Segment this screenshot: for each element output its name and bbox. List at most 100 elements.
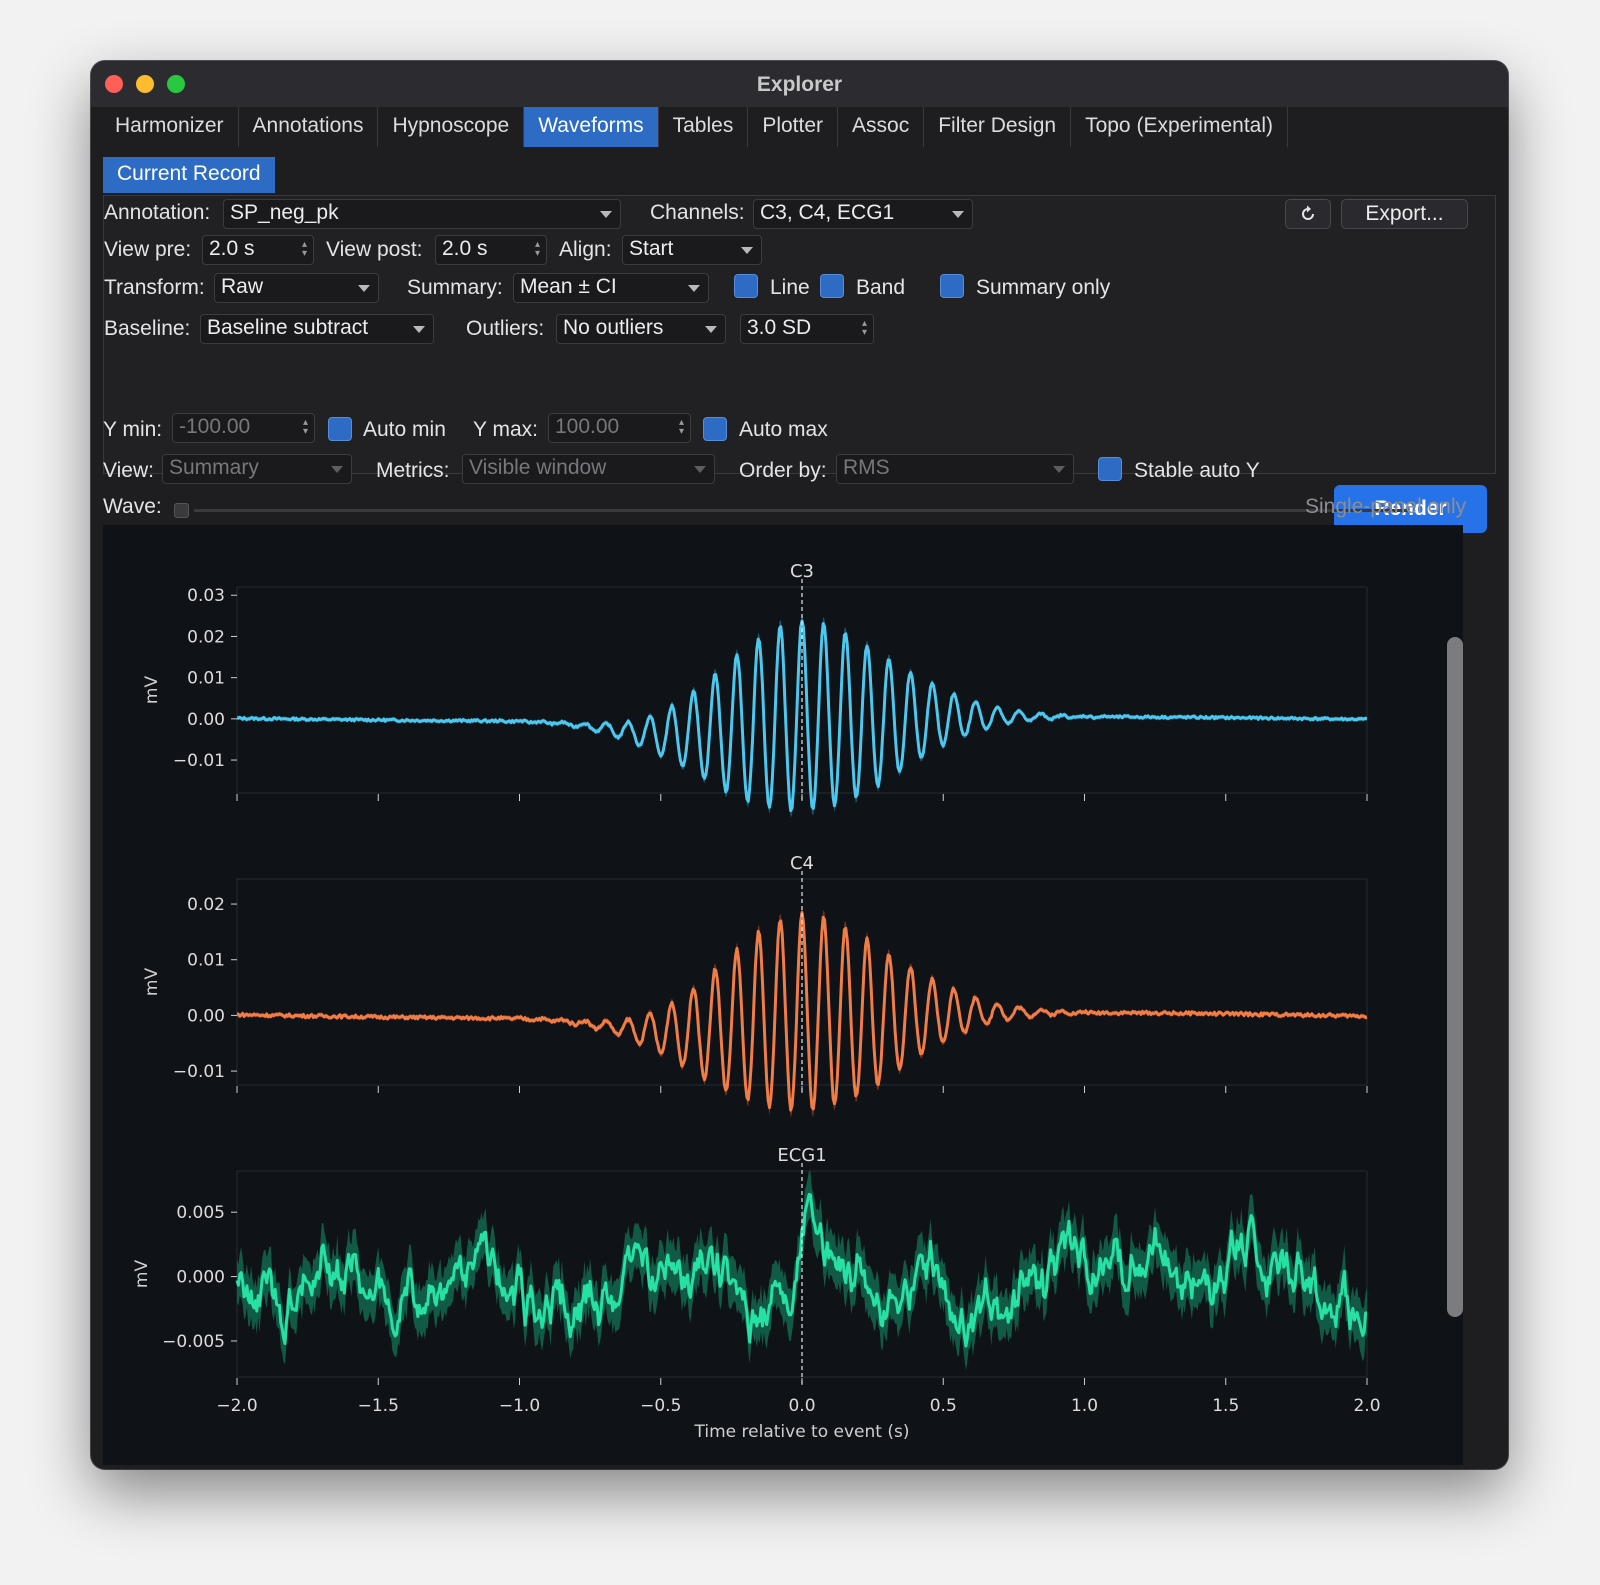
ymax-label: Y max: <box>473 418 538 441</box>
annotation-select[interactable]: SP_neg_pk <box>223 199 621 229</box>
summary-label: Summary: <box>407 276 503 299</box>
line-checkbox[interactable] <box>734 274 758 298</box>
ymax-value: 100.00 <box>555 415 620 438</box>
chevron-down-icon <box>1053 466 1065 473</box>
metrics-label: Metrics: <box>376 459 450 482</box>
auto-min-checkbox[interactable] <box>328 417 352 441</box>
x-tick-label: 2.0 <box>1353 1396 1380 1416</box>
spinner-arrows-icon: ▴ ▾ <box>302 417 308 437</box>
spinner-arrows-icon: ▴ ▾ <box>861 318 867 338</box>
waveform-chart: C3 mV 0.03 0.02 0.01 0.00 −0.01 C4 mV 0.02 0.01 0.0… <box>132 561 1381 1442</box>
x-tick-label: −2.0 <box>216 1396 257 1416</box>
plot-scrollbar[interactable] <box>1447 637 1463 1317</box>
channels-select[interactable]: C3, C4, ECG1 <box>753 199 973 229</box>
auto-max-checkbox[interactable] <box>703 417 727 441</box>
auto-max-label: Auto max <box>739 418 828 441</box>
ymax-spinbox[interactable]: 100.00 ▴ ▾ <box>548 413 691 443</box>
view-label: View: <box>103 459 154 482</box>
tab-waveforms[interactable]: Waveforms <box>524 107 659 147</box>
x-tick-label: −0.5 <box>640 1396 681 1416</box>
ecg1-title: ECG1 <box>777 1145 826 1166</box>
metrics-select[interactable]: Visible window <box>462 454 715 484</box>
chevron-down-icon <box>413 326 425 333</box>
transform-select[interactable]: Raw <box>214 273 379 303</box>
chevron-down-icon <box>741 247 753 254</box>
outliers-select[interactable]: No outliers <box>556 314 726 344</box>
wave-slider-track[interactable] <box>194 509 1409 512</box>
x-tick-label: −1.0 <box>499 1396 540 1416</box>
transform-label: Transform: <box>104 276 205 299</box>
tab-annotations[interactable]: Annotations <box>239 107 379 147</box>
outliers-value: No outliers <box>563 316 664 339</box>
auto-min-label: Auto min <box>363 418 446 441</box>
ymin-value: -100.00 <box>179 415 251 438</box>
align-value: Start <box>629 237 674 260</box>
baseline-label: Baseline: <box>104 317 191 340</box>
view-pre-spinbox[interactable]: 2.0 s ▴ ▾ <box>202 235 314 265</box>
ecg1-ytick-label: 0.000 <box>176 1268 225 1288</box>
waveform-plot-area: C3 mV 0.03 0.02 0.01 0.00 −0.01 C4 mV 0.02 0.01 0.0… <box>103 525 1463 1465</box>
view-post-label: View post: <box>326 238 423 261</box>
minimize-window-button[interactable] <box>136 75 154 93</box>
close-window-button[interactable] <box>105 75 123 93</box>
chevron-down-icon <box>688 285 700 292</box>
tab-hypnoscope[interactable]: Hypnoscope <box>378 107 525 147</box>
wave-slider-handle[interactable] <box>174 503 189 518</box>
view-select[interactable]: Summary <box>162 454 352 484</box>
wave-label: Wave: <box>103 495 162 518</box>
spinner-arrows-icon: ▴ ▾ <box>301 239 307 259</box>
tab-tables[interactable]: Tables <box>659 107 749 147</box>
summary-select[interactable]: Mean ± CI <box>513 273 709 303</box>
order-by-select[interactable]: RMS <box>836 454 1074 484</box>
outlier-sd-spinbox[interactable]: 3.0 SD ▴ ▾ <box>740 314 874 344</box>
window-title: Explorer <box>756 73 843 96</box>
ymin-spinbox[interactable]: -100.00 ▴ ▾ <box>172 413 315 443</box>
stable-auto-y-label: Stable auto Y <box>1134 459 1260 482</box>
spinner-arrows-icon: ▴ ▾ <box>534 239 540 259</box>
title-bar: Explorer <box>91 61 1508 107</box>
tab-topo-experimental[interactable]: Topo (Experimental) <box>1071 107 1288 147</box>
summary-only-checkbox[interactable] <box>940 274 964 298</box>
tab-assoc[interactable]: Assoc <box>838 107 925 147</box>
baseline-select[interactable]: Baseline subtract <box>200 314 434 344</box>
order-by-label: Order by: <box>739 459 827 482</box>
x-tick-label: 1.5 <box>1212 1396 1239 1416</box>
view-post-spinbox[interactable]: 2.0 s ▴ ▾ <box>435 235 547 265</box>
c3-ylabel: mV <box>142 676 162 705</box>
chevron-down-icon <box>331 466 343 473</box>
summary-value: Mean ± CI <box>520 275 617 298</box>
view-value: Summary <box>169 456 259 479</box>
c3-ytick-label: 0.03 <box>187 586 225 606</box>
c3-ytick-label: −0.01 <box>173 751 225 771</box>
explorer-window: Explorer Harmonizer Annotations Hypnoscope… <box>91 61 1508 1469</box>
c3-ytick-label: 0.01 <box>187 669 225 689</box>
refresh-button[interactable] <box>1285 199 1331 229</box>
align-select[interactable]: Start <box>622 235 762 265</box>
summary-only-label: Summary only <box>976 276 1111 299</box>
export-button[interactable]: Export... <box>1341 199 1468 229</box>
chevron-down-icon <box>952 211 964 218</box>
outliers-label: Outliers: <box>466 317 545 340</box>
c4-ytick-label: 0.01 <box>187 951 225 971</box>
view-pre-value: 2.0 s <box>209 237 255 260</box>
view-pre-label: View pre: <box>104 238 192 261</box>
band-checkbox[interactable] <box>820 274 844 298</box>
channels-value: C3, C4, ECG1 <box>760 201 895 224</box>
tab-harmonizer[interactable]: Harmonizer <box>101 107 239 147</box>
c3-ytick-label: 0.00 <box>187 710 225 730</box>
c4-title: C4 <box>790 853 814 874</box>
ecg1-ytick-label: −0.005 <box>162 1332 225 1352</box>
single-panel-only-label: Single-panel only <box>1305 495 1467 518</box>
x-axis-label: Time relative to event (s) <box>694 1422 910 1442</box>
c4-ytick-label: −0.01 <box>173 1062 225 1082</box>
zoom-window-button[interactable] <box>167 75 185 93</box>
c4-ytick-label: 0.02 <box>187 895 225 915</box>
tab-filter-design[interactable]: Filter Design <box>924 107 1072 147</box>
tab-current-record[interactable]: Current Record <box>103 157 275 193</box>
order-by-value: RMS <box>843 456 890 479</box>
tab-plotter[interactable]: Plotter <box>748 107 839 147</box>
chevron-down-icon <box>694 466 706 473</box>
align-label: Align: <box>559 238 612 261</box>
stable-auto-y-checkbox[interactable] <box>1098 457 1122 481</box>
annotation-value: SP_neg_pk <box>230 201 339 224</box>
